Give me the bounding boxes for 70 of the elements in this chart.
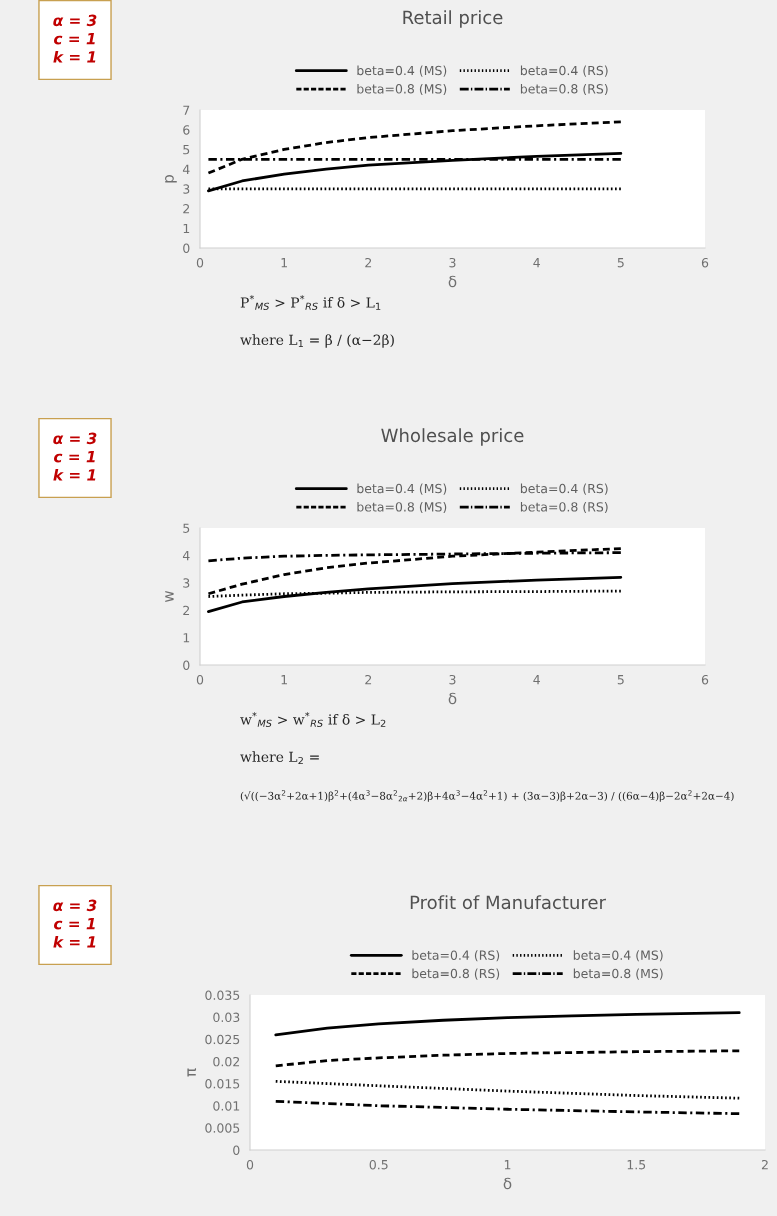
x-axis-title: δ (503, 1177, 512, 1190)
y-tick-label: 0 (183, 243, 190, 253)
chart-title: Retail price (403, 10, 503, 28)
text: α = 3 c = 1 k = 1 (53, 14, 97, 63)
x-tick-label: 4 (533, 675, 540, 685)
y-tick-label: 0.025 (205, 1034, 240, 1045)
y-tick-label: 3 (183, 578, 190, 588)
y-tick-label: 0 (233, 1145, 240, 1155)
chart-title: Profit of Manufacturer (410, 895, 606, 910)
legend-label: beta=0.8 (MS) (357, 83, 447, 96)
x-tick-label: 1 (281, 675, 287, 685)
x-tick-label: 2 (761, 1159, 768, 1170)
text: where L$_{1}$ = β / (α−2β) (240, 334, 394, 348)
x-tick-label: 0 (246, 1159, 254, 1170)
y-tick-label: 0 (183, 660, 190, 670)
legend-label: beta=0.8 (RS) (520, 83, 608, 96)
y-tick-label: 0.02 (213, 1056, 240, 1067)
y-tick-label: 3 (183, 184, 190, 194)
x-tick-label: 5 (617, 675, 624, 685)
chart-title: Wholesale price (381, 428, 524, 446)
y-tick-label: 2 (183, 204, 190, 214)
y-tick-label: 1 (183, 223, 190, 234)
legend-label: beta=0.4 (MS) (573, 950, 663, 962)
x-tick-label: 3 (449, 674, 456, 685)
legend-label: beta=0.4 (RS) (520, 483, 608, 495)
x-tick-label: 5 (617, 258, 624, 268)
y-tick-label: 4 (182, 551, 190, 561)
legend-label: beta=0.4 (MS) (357, 483, 447, 495)
y-axis-title: π (187, 1068, 197, 1077)
y-tick-label: 5 (183, 145, 190, 155)
y-axis-title: w (165, 590, 174, 603)
y-tick-label: 6 (183, 125, 190, 135)
x-tick-label: 2 (365, 257, 372, 268)
y-tick-label: 0.035 (205, 990, 240, 1000)
y-tick-label: 0.005 (205, 1123, 240, 1133)
y-tick-label: 5 (183, 523, 190, 533)
y-tick-label: 0.01 (213, 1101, 240, 1111)
legend-label: beta=0.8 (MS) (357, 501, 447, 514)
text: where L$_{2}$ = (240, 751, 319, 765)
x-axis-title: δ (448, 275, 457, 288)
x-tick-label: 6 (701, 257, 709, 268)
x-tick-label: 1.5 (627, 1160, 646, 1170)
legend-label: beta=0.8 (RS) (520, 501, 608, 514)
x-tick-label: 1 (281, 258, 287, 268)
y-tick-label: 7 (183, 105, 190, 115)
x-axis-title: δ (448, 692, 457, 705)
x-tick-label: 2 (365, 674, 372, 685)
legend-label: beta=0.8 (RS) (412, 968, 500, 980)
y-tick-label: 2 (183, 605, 190, 615)
y-tick-label: 0.03 (213, 1012, 240, 1023)
y-tick-label: 1 (183, 633, 190, 643)
text: w$^{*}$$_{MS}$ > w$^{*}$$_{RS}$ if δ > L$_{2}$ (240, 712, 386, 727)
text: P$^{*}$$_{MS}$ > P$^{*}$$_{RS}$ if δ > L$_{1}$ (240, 295, 381, 310)
x-tick-label: 0 (196, 674, 204, 685)
x-tick-label: 6 (701, 674, 709, 685)
text: α = 3 c = 1 k = 1 (53, 432, 97, 481)
x-tick-label: 4 (533, 258, 540, 268)
legend-label: beta=0.4 (MS) (357, 65, 447, 77)
x-tick-label: 1 (504, 1160, 511, 1170)
legend-label: beta=0.8 (MS) (573, 968, 663, 980)
text: (√((−3α$^{2}$+2α+1)β$^{2}$+(4α$^{3}$−8α$^{2}$$_{2α}$+2)β+4α$^{3}$−4α$^{2}$+1) + (3α−3)β+2α−3) / ((6α−4)β−2α$^{2}$+2α−4) (240, 790, 734, 802)
legend-label: beta=0.4 (RS) (412, 950, 500, 962)
y-axis-title: p (165, 174, 177, 183)
text: α = 3 c = 1 k = 1 (53, 899, 97, 948)
legend-label: beta=0.4 (RS) (520, 65, 608, 77)
y-tick-label: 4 (182, 164, 190, 174)
x-tick-label: 0.5 (369, 1159, 388, 1170)
y-tick-label: 0.015 (205, 1079, 240, 1089)
x-tick-label: 3 (449, 257, 456, 268)
x-tick-label: 0 (196, 257, 204, 268)
